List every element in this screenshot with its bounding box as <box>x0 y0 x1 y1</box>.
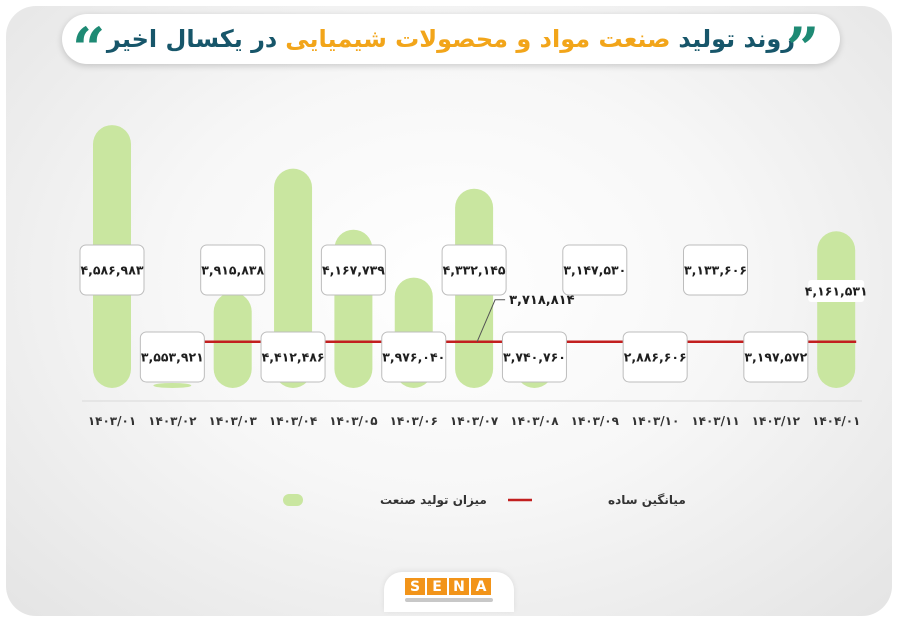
value-label-bg <box>683 244 748 296</box>
value-label-box-4: ۴,۴۱۲,۴۸۶ <box>260 331 326 383</box>
title-banner <box>62 14 840 64</box>
value-label: ۴,۴۱۲,۴۸۶ <box>262 350 325 365</box>
x-tick-label-3: ۱۴۰۳/۰۳ <box>209 414 258 428</box>
value-label-bg <box>622 331 688 383</box>
logo-letter-1: S <box>405 578 425 595</box>
x-tick-label-5: ۱۴۰۳/۰۵ <box>329 414 377 428</box>
value-label-box-9: ۳,۱۴۷,۵۳۰ <box>562 244 628 296</box>
value-label: ۴,۱۶۷,۷۳۹ <box>322 263 385 278</box>
x-tick-label-4: ۱۴۰۳/۰۴ <box>269 414 317 428</box>
bar-3 <box>213 292 252 388</box>
logo-tagline <box>405 598 493 602</box>
value-label: ۳,۷۴۰,۷۶۰ <box>503 350 566 365</box>
value-label: ۲,۸۸۶,۶۰۶ <box>624 350 687 365</box>
legend-swatch-bars <box>283 494 303 506</box>
quote-mark-left-icon: “ <box>72 15 106 83</box>
value-label-box-13: ۴,۱۶۱,۵۳۱ <box>805 280 868 302</box>
value-label: ۳,۹۷۶,۰۴۰ <box>382 350 445 365</box>
legend-label-bars: میزان تولید صنعت <box>380 493 487 508</box>
infographic-card <box>6 6 892 616</box>
average-value-label: ۳,۷۱۸,۸۱۴ <box>509 293 574 308</box>
title-part-3: در یکسال اخیر <box>106 25 278 53</box>
x-tick-label-8: ۱۴۰۳/۰۸ <box>510 414 559 428</box>
x-tick-label-13: ۱۴۰۴/۰۱ <box>812 414 860 428</box>
x-tick-label-11: ۱۴۰۳/۱۱ <box>691 414 739 428</box>
value-label-box-2: ۳,۵۵۳,۹۲۱ <box>139 331 205 383</box>
value-label-box-1: ۴,۵۸۶,۹۸۳ <box>79 244 145 296</box>
value-label-bg <box>562 244 628 296</box>
legend-label-average: میانگین ساده <box>608 493 686 507</box>
x-tick-label-7: ۱۴۰۳/۰۷ <box>450 414 499 428</box>
logo-letter-2: E <box>427 578 447 595</box>
x-tick-label-1: ۱۴۰۳/۰۱ <box>88 414 136 428</box>
value-label-box-11: ۳,۱۳۳,۶۰۶ <box>683 244 748 296</box>
value-label: ۴,۳۳۲,۱۴۵ <box>443 263 506 278</box>
value-label-box-5: ۴,۱۶۷,۷۳۹ <box>320 244 386 296</box>
x-tick-label-6: ۱۴۰۳/۰۶ <box>390 414 438 428</box>
value-label: ۳,۱۴۷,۵۳۰ <box>563 263 626 278</box>
value-label-box-3: ۳,۹۱۵,۸۳۸ <box>200 244 266 296</box>
value-label-bg <box>320 244 386 296</box>
value-label-bg <box>441 244 507 296</box>
value-label-bg <box>808 280 865 302</box>
x-tick-label-2: ۱۴۰۳/۰۲ <box>148 414 197 428</box>
value-label: ۴,۱۶۱,۵۳۱ <box>805 284 868 299</box>
value-label-box-12: ۳,۱۹۷,۵۷۲ <box>743 331 809 383</box>
value-label: ۳,۱۳۳,۶۰۶ <box>684 263 747 278</box>
x-tick-label-9: ۱۴۰۳/۰۹ <box>571 414 620 428</box>
value-label-bg <box>200 244 266 296</box>
bar-13 <box>817 231 856 388</box>
chart-title: روند تولید صنعت مواد و محصولات شیمیایی د… <box>62 14 840 64</box>
value-label: ۳,۵۵۳,۹۲۱ <box>141 350 204 365</box>
value-label-box-10: ۲,۸۸۶,۶۰۶ <box>622 331 688 383</box>
logo-letter-3: N <box>449 578 469 595</box>
quote-mark-right-icon: ” <box>786 15 820 83</box>
x-tick-label-10: ۱۴۰۳/۱۰ <box>631 414 679 428</box>
value-label-bg <box>381 331 447 383</box>
value-label-bg <box>743 331 809 383</box>
value-label-bg <box>260 331 326 383</box>
x-tick-label-12: ۱۴۰۳/۱۲ <box>752 414 801 428</box>
value-label: ۳,۱۹۷,۵۷۲ <box>744 350 807 365</box>
value-label-box-7: ۴,۳۳۲,۱۴۵ <box>441 244 507 296</box>
logo-letter-4: A <box>471 578 491 595</box>
title-part-1: روند تولید <box>678 25 796 53</box>
value-label-bg <box>79 244 145 296</box>
bar-2 <box>153 382 192 388</box>
value-label-box-8: ۳,۷۴۰,۷۶۰ <box>501 331 567 383</box>
value-label: ۴,۵۸۶,۹۸۳ <box>81 263 144 278</box>
title-part-2: صنعت مواد و محصولات شیمیایی <box>285 25 671 53</box>
value-label-box-6: ۳,۹۷۶,۰۴۰ <box>381 331 447 383</box>
average-callout-leader <box>476 299 506 342</box>
value-label-bg <box>139 331 205 383</box>
value-label: ۳,۹۱۵,۸۳۸ <box>201 263 264 278</box>
value-label-bg <box>501 331 567 383</box>
